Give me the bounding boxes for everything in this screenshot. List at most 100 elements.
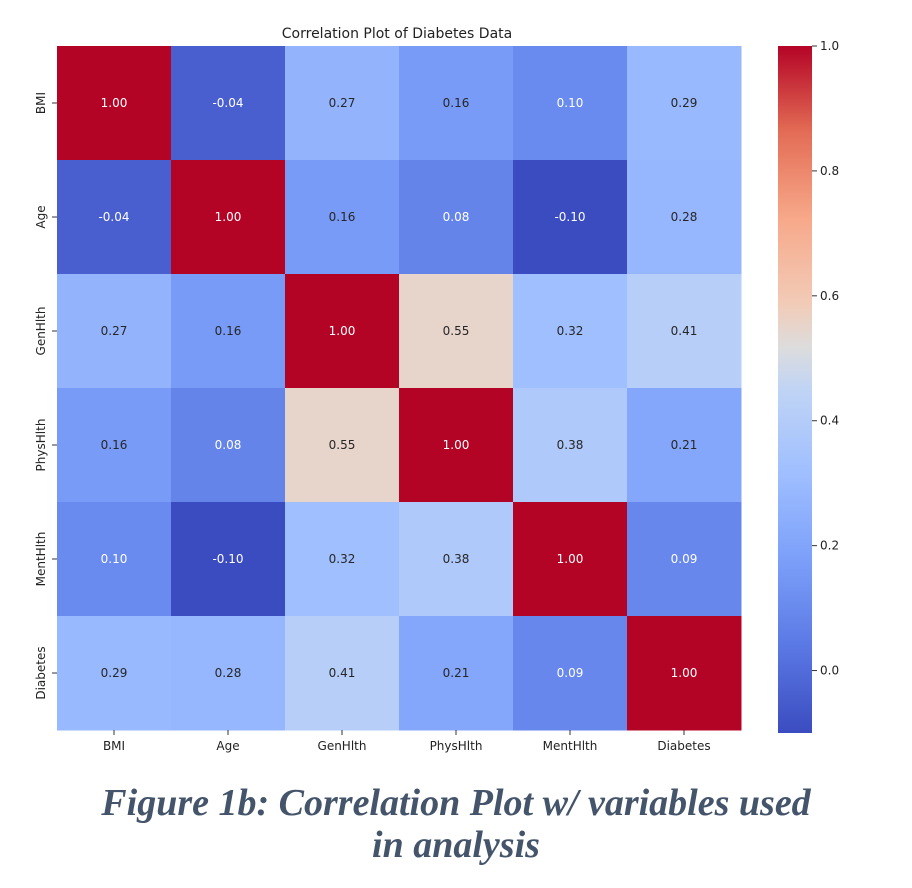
heatmap-cell-BMI-MentHlth bbox=[513, 46, 628, 161]
y-tick-label-GenHlth: GenHlth bbox=[34, 307, 48, 356]
x-axis-ticks: BMI Age GenHlth PhysHlth MentHlth Diabetes bbox=[103, 730, 711, 753]
heatmap-cell-PhysHlth-MentHlth bbox=[513, 388, 628, 503]
y-tick-label-Age: Age bbox=[34, 205, 48, 228]
heatmap-cell-GenHlth-BMI bbox=[57, 274, 172, 389]
cell-value-GenHlth-GenHlth: 1.00 bbox=[329, 324, 356, 338]
heatmap-cell-Age-BMI bbox=[57, 160, 172, 275]
y-axis-ticks: BMI Age GenHlth PhysHlth MentHlth Diabetes bbox=[34, 92, 57, 700]
cell-value-GenHlth-Diabetes: 0.41 bbox=[671, 324, 698, 338]
heatmap-cell-GenHlth-Diabetes bbox=[627, 274, 742, 389]
heatmap-cell-MentHlth-PhysHlth bbox=[399, 502, 514, 617]
cell-value-Diabetes-Diabetes: 1.00 bbox=[671, 666, 698, 680]
cell-value-PhysHlth-MentHlth: 0.38 bbox=[557, 438, 584, 452]
x-tick-label-PhysHlth: PhysHlth bbox=[430, 739, 483, 753]
cell-value-MentHlth-PhysHlth: 0.38 bbox=[443, 552, 470, 566]
cell-value-Age-GenHlth: 0.16 bbox=[329, 210, 356, 224]
cell-value-PhysHlth-Diabetes: 0.21 bbox=[671, 438, 698, 452]
heatmap-cell-GenHlth-GenHlth bbox=[285, 274, 400, 389]
colorbar-ticks: 0.0 0.2 0.4 0.6 0.8 1.0 bbox=[812, 39, 839, 678]
heatmap-cell-BMI-Diabetes bbox=[627, 46, 742, 161]
heatmap-cell-Diabetes-Age bbox=[171, 616, 286, 731]
figure-caption: Figure 1b: Correlation Plot w/ variables… bbox=[0, 782, 912, 866]
cell-value-MentHlth-Diabetes: 0.09 bbox=[671, 552, 698, 566]
heatmap-cell-MentHlth-GenHlth bbox=[285, 502, 400, 617]
heatmap-cell-BMI-GenHlth bbox=[285, 46, 400, 161]
colorbar-tick-label: 0.0 bbox=[820, 664, 839, 678]
cell-value-GenHlth-PhysHlth: 0.55 bbox=[443, 324, 470, 338]
heatmap-cell-Age-GenHlth bbox=[285, 160, 400, 275]
heatmap-chart: Correlation Plot of Diabetes Data 1.00 -0… bbox=[34, 26, 839, 753]
colorbar-tick-label: 0.2 bbox=[820, 539, 839, 553]
x-tick-label-Age: Age bbox=[216, 739, 239, 753]
cell-value-BMI-Diabetes: 0.29 bbox=[671, 96, 698, 110]
heatmap-cell-MentHlth-Age bbox=[171, 502, 286, 617]
heatmap-cell-Diabetes-PhysHlth bbox=[399, 616, 514, 731]
heatmap-cell-BMI-Age bbox=[171, 46, 286, 161]
heatmap-cell-PhysHlth-Diabetes bbox=[627, 388, 742, 503]
caption-line-2: in analysis bbox=[372, 824, 540, 866]
y-tick-label-Diabetes: Diabetes bbox=[34, 646, 48, 699]
colorbar-tick-label: 0.4 bbox=[820, 414, 839, 428]
caption-line-1: Figure 1b: Correlation Plot w/ variables… bbox=[101, 782, 811, 824]
colorbar bbox=[778, 46, 812, 733]
cell-value-Age-MentHlth: -0.10 bbox=[554, 210, 585, 224]
cell-value-GenHlth-MentHlth: 0.32 bbox=[557, 324, 584, 338]
heatmap-cell-BMI-BMI bbox=[57, 46, 172, 161]
heatmap-cell-Age-Age bbox=[171, 160, 286, 275]
cell-value-Diabetes-GenHlth: 0.41 bbox=[329, 666, 356, 680]
heatmap-cell-Diabetes-Diabetes bbox=[627, 616, 742, 731]
cell-value-PhysHlth-PhysHlth: 1.00 bbox=[443, 438, 470, 452]
heatmap-cell-BMI-PhysHlth bbox=[399, 46, 514, 161]
cell-value-MentHlth-GenHlth: 0.32 bbox=[329, 552, 356, 566]
heatmap-cell-MentHlth-Diabetes bbox=[627, 502, 742, 617]
heatmap-cell-PhysHlth-GenHlth bbox=[285, 388, 400, 503]
cell-value-BMI-Age: -0.04 bbox=[212, 96, 243, 110]
cell-value-MentHlth-MentHlth: 1.00 bbox=[557, 552, 584, 566]
cell-value-PhysHlth-GenHlth: 0.55 bbox=[329, 438, 356, 452]
heatmap-cell-Diabetes-GenHlth bbox=[285, 616, 400, 731]
heatmap-cell-Age-Diabetes bbox=[627, 160, 742, 275]
cell-value-PhysHlth-BMI: 0.16 bbox=[101, 438, 128, 452]
heatmap-cell-PhysHlth-BMI bbox=[57, 388, 172, 503]
cell-value-Age-BMI: -0.04 bbox=[98, 210, 129, 224]
cell-value-GenHlth-Age: 0.16 bbox=[215, 324, 242, 338]
cell-value-MentHlth-BMI: 0.10 bbox=[101, 552, 128, 566]
cell-value-Diabetes-BMI: 0.29 bbox=[101, 666, 128, 680]
x-tick-label-GenHlth: GenHlth bbox=[318, 739, 367, 753]
colorbar-tick-label: 1.0 bbox=[820, 39, 839, 53]
heatmap-cell-GenHlth-Age bbox=[171, 274, 286, 389]
cell-value-Diabetes-MentHlth: 0.09 bbox=[557, 666, 584, 680]
heatmap-cells bbox=[57, 46, 742, 731]
colorbar-tick-label: 0.6 bbox=[820, 289, 839, 303]
y-tick-label-BMI: BMI bbox=[34, 92, 48, 114]
cell-value-GenHlth-BMI: 0.27 bbox=[101, 324, 128, 338]
heatmap-cell-MentHlth-BMI bbox=[57, 502, 172, 617]
cell-value-BMI-BMI: 1.00 bbox=[101, 96, 128, 110]
heatmap-cell-PhysHlth-Age bbox=[171, 388, 286, 503]
heatmap-cell-GenHlth-PhysHlth bbox=[399, 274, 514, 389]
cell-value-Age-Diabetes: 0.28 bbox=[671, 210, 698, 224]
heatmap-cell-Age-MentHlth bbox=[513, 160, 628, 275]
cell-value-BMI-MentHlth: 0.10 bbox=[557, 96, 584, 110]
heatmap-cell-Age-PhysHlth bbox=[399, 160, 514, 275]
x-tick-label-BMI: BMI bbox=[103, 739, 125, 753]
cell-value-Diabetes-PhysHlth: 0.21 bbox=[443, 666, 470, 680]
cell-value-Diabetes-Age: 0.28 bbox=[215, 666, 242, 680]
heatmap-cell-MentHlth-MentHlth bbox=[513, 502, 628, 617]
chart-title: Correlation Plot of Diabetes Data bbox=[282, 26, 512, 42]
cell-value-Age-PhysHlth: 0.08 bbox=[443, 210, 470, 224]
cell-value-Age-Age: 1.00 bbox=[215, 210, 242, 224]
heatmap-cell-Diabetes-BMI bbox=[57, 616, 172, 731]
y-tick-label-MentHlth: MentHlth bbox=[34, 532, 48, 587]
heatmap-cell-GenHlth-MentHlth bbox=[513, 274, 628, 389]
x-tick-label-MentHlth: MentHlth bbox=[543, 739, 598, 753]
heatmap-cell-Diabetes-MentHlth bbox=[513, 616, 628, 731]
cell-value-BMI-GenHlth: 0.27 bbox=[329, 96, 356, 110]
x-tick-label-Diabetes: Diabetes bbox=[657, 739, 710, 753]
colorbar-tick-label: 0.8 bbox=[820, 164, 839, 178]
heatmap-cell-PhysHlth-PhysHlth bbox=[399, 388, 514, 503]
heatmap-cell-labels: 1.00 -0.04 0.27 0.16 0.10 0.29 -0.04 1.00 0.16 0.… bbox=[98, 96, 697, 680]
cell-value-BMI-PhysHlth: 0.16 bbox=[443, 96, 470, 110]
cell-value-PhysHlth-Age: 0.08 bbox=[215, 438, 242, 452]
cell-value-MentHlth-Age: -0.10 bbox=[212, 552, 243, 566]
